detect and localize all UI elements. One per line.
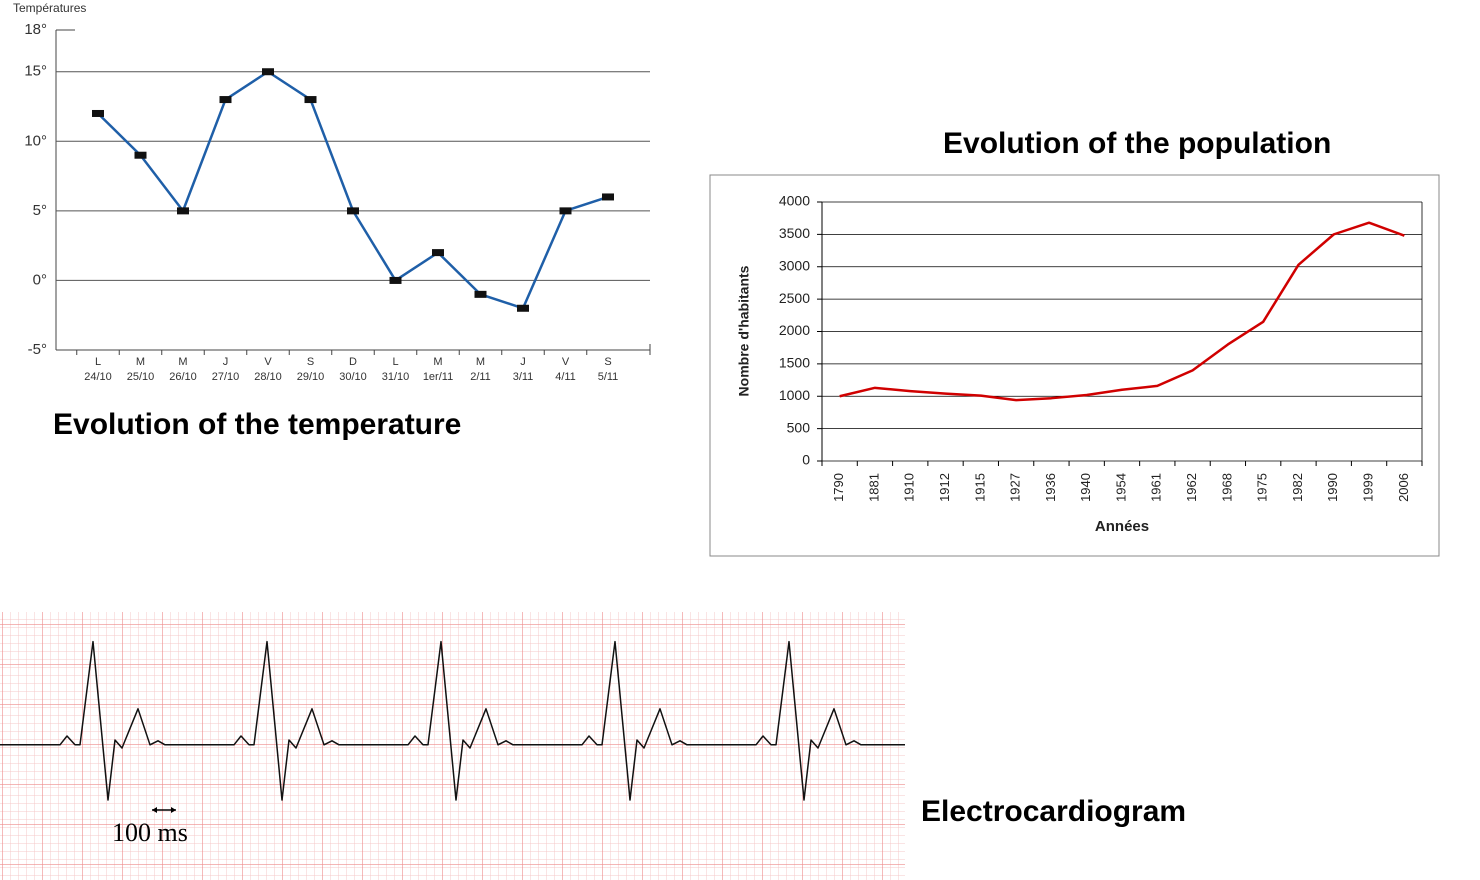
chart-title: Evolution of the temperature <box>53 408 461 441</box>
x-tick-label: M <box>433 356 442 368</box>
data-line <box>97 70 609 310</box>
x-tick-label: 30/10 <box>339 371 367 383</box>
point-marker <box>134 151 147 159</box>
y-tick-label: 2500 <box>779 290 810 306</box>
x-tick-label: 25/10 <box>127 371 155 383</box>
point-marker <box>517 304 529 312</box>
y-axis-label: Nombre d'habitants <box>736 265 752 396</box>
x-tick-label: J <box>223 356 229 368</box>
point-marker <box>389 276 402 284</box>
y-tick-label: 0° <box>33 271 47 288</box>
x-tick-label: 5/11 <box>598 371 619 383</box>
y-tick-label: 3500 <box>779 225 810 241</box>
x-tick-label: 1927 <box>1008 473 1023 502</box>
x-tick-label: 2/11 <box>470 371 491 383</box>
x-tick-label: V <box>264 356 272 368</box>
point-marker <box>432 249 444 257</box>
x-tick-label: 29/10 <box>297 371 325 383</box>
x-tick-label: 1975 <box>1255 473 1270 502</box>
x-tick-label: V <box>562 356 570 368</box>
y-tick-label: 18° <box>24 21 47 38</box>
point-marker <box>602 193 614 201</box>
y-tick-label: 2000 <box>779 322 810 338</box>
x-tick-label: M <box>178 356 187 368</box>
x-tick-label: M <box>476 356 485 368</box>
chart-frame <box>709 174 1440 557</box>
point-marker <box>474 290 487 298</box>
annotation: 100 ms <box>112 818 188 847</box>
x-tick-label: J <box>520 356 526 368</box>
x-tick-label: 1912 <box>937 473 952 502</box>
x-tick-label: 1968 <box>1219 473 1234 502</box>
chart-title: Electrocardiogram <box>921 795 1186 828</box>
y-tick-label: 10° <box>24 132 47 149</box>
y-tick-label: 0 <box>802 452 810 468</box>
point-marker <box>304 96 317 104</box>
x-tick-label: 31/10 <box>382 371 410 383</box>
x-tick-label: S <box>604 356 611 368</box>
y-tick-label: 5° <box>33 202 47 219</box>
x-tick-label: 1er/11 <box>423 371 453 383</box>
x-tick-label: L <box>95 356 101 368</box>
point-marker <box>347 207 359 215</box>
x-tick-label: 1999 <box>1360 473 1375 502</box>
point-marker <box>219 96 232 104</box>
point-marker <box>559 207 572 215</box>
y-tick-label: 1000 <box>779 387 810 403</box>
y-tick-label: -5° <box>28 341 47 358</box>
y-tick-label: 1500 <box>779 355 810 371</box>
x-axis-label: Années <box>1095 518 1149 535</box>
chart-title: Evolution of the population <box>943 127 1331 160</box>
x-tick-label: 1940 <box>1078 473 1093 502</box>
x-tick-label: 1881 <box>866 473 881 502</box>
x-tick-label: 1915 <box>972 473 987 502</box>
x-tick-label: 1982 <box>1290 473 1305 502</box>
y-tick-label: 15° <box>24 63 47 80</box>
point-marker <box>92 109 104 117</box>
x-tick-label: 1910 <box>902 473 917 502</box>
x-tick-label: 3/11 <box>513 371 534 383</box>
x-tick-label: 1962 <box>1184 473 1199 502</box>
x-tick-label: M <box>136 356 145 368</box>
y-tick-label: 500 <box>787 419 811 435</box>
point-marker <box>262 68 274 76</box>
x-tick-label: 4/11 <box>555 371 576 383</box>
x-tick-label: 1961 <box>1149 473 1164 502</box>
x-tick-label: 24/10 <box>84 371 112 383</box>
x-tick-label: 1990 <box>1325 473 1340 502</box>
x-tick-label: 1954 <box>1113 473 1128 502</box>
ecg-paper-major <box>0 612 905 880</box>
x-tick-label: 1936 <box>1043 473 1058 502</box>
x-tick-label: 27/10 <box>212 371 240 383</box>
x-tick-label: 26/10 <box>169 371 197 383</box>
point-marker <box>177 207 189 215</box>
x-tick-label: D <box>349 356 357 368</box>
y-tick-label: 3000 <box>779 257 810 273</box>
x-tick-label: S <box>307 356 314 368</box>
x-tick-label: 2006 <box>1396 473 1411 502</box>
x-tick-label: 1790 <box>831 473 846 502</box>
data-line <box>839 221 1405 402</box>
data-line <box>0 640 905 801</box>
y-axis-label: Températures <box>13 1 86 15</box>
scale-arrow-head <box>152 807 176 813</box>
x-tick-label: 28/10 <box>254 371 282 383</box>
y-tick-label: 4000 <box>779 193 810 209</box>
x-tick-label: L <box>392 356 398 368</box>
